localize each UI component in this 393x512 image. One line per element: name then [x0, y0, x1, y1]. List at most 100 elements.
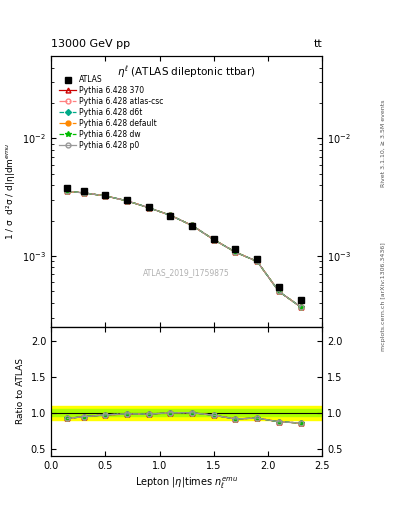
Text: tt: tt: [314, 38, 322, 49]
X-axis label: Lepton $|\eta|$times $n^{emu}_\ell$: Lepton $|\eta|$times $n^{emu}_\ell$: [135, 476, 238, 492]
Pythia 6.428 default: [277, 288, 281, 294]
Line: Pythia 6.428 d6t: Pythia 6.428 d6t: [65, 189, 303, 309]
Pythia 6.428 d6t: [168, 212, 173, 219]
Pythia 6.428 default: [298, 304, 303, 310]
Text: Rivet 3.1.10, ≥ 3.5M events: Rivet 3.1.10, ≥ 3.5M events: [381, 100, 386, 187]
Line: Pythia 6.428 default: Pythia 6.428 default: [65, 189, 303, 309]
Pythia 6.428 p0: [190, 222, 195, 228]
Pythia 6.428 default: [81, 190, 86, 196]
Pythia 6.428 p0: [103, 193, 108, 199]
Pythia 6.428 p0: [146, 205, 151, 211]
Pythia 6.428 dw: [168, 212, 173, 219]
Pythia 6.428 dw: [277, 288, 281, 294]
ATLAS: [190, 223, 195, 229]
Bar: [51, 409, 322, 416]
Pythia 6.428 default: [233, 249, 238, 255]
Text: 13000 GeV pp: 13000 GeV pp: [51, 38, 130, 49]
Pythia 6.428 dw: [255, 259, 259, 265]
Pythia 6.428 dw: [233, 249, 238, 255]
Pythia 6.428 atlas-csc: [211, 237, 216, 243]
Line: Pythia 6.428 atlas-csc: Pythia 6.428 atlas-csc: [65, 189, 303, 309]
Pythia 6.428 370: [298, 304, 303, 310]
Pythia 6.428 p0: [168, 212, 173, 219]
Pythia 6.428 d6t: [65, 188, 70, 195]
ATLAS: [298, 297, 303, 304]
Pythia 6.428 atlas-csc: [190, 222, 195, 228]
Pythia 6.428 atlas-csc: [81, 190, 86, 196]
Pythia 6.428 d6t: [233, 249, 238, 255]
Pythia 6.428 default: [103, 193, 108, 199]
Pythia 6.428 p0: [81, 190, 86, 196]
Text: ATLAS_2019_I1759875: ATLAS_2019_I1759875: [143, 268, 230, 277]
Pythia 6.428 atlas-csc: [125, 198, 129, 204]
Pythia 6.428 default: [65, 188, 70, 195]
ATLAS: [168, 213, 173, 219]
Pythia 6.428 d6t: [81, 190, 86, 196]
Pythia 6.428 370: [168, 212, 173, 219]
Pythia 6.428 370: [146, 205, 151, 211]
Line: ATLAS: ATLAS: [64, 185, 304, 304]
Pythia 6.428 default: [168, 212, 173, 219]
Text: mcplots.cern.ch [arXiv:1306.3436]: mcplots.cern.ch [arXiv:1306.3436]: [381, 243, 386, 351]
Pythia 6.428 default: [211, 237, 216, 243]
ATLAS: [103, 192, 108, 198]
Pythia 6.428 atlas-csc: [255, 259, 259, 265]
Pythia 6.428 dw: [211, 237, 216, 243]
Pythia 6.428 p0: [65, 188, 70, 195]
ATLAS: [211, 236, 216, 242]
Pythia 6.428 d6t: [298, 304, 303, 310]
ATLAS: [255, 255, 259, 262]
Pythia 6.428 default: [146, 205, 151, 211]
Pythia 6.428 370: [277, 288, 281, 294]
Pythia 6.428 dw: [125, 198, 129, 204]
Pythia 6.428 dw: [65, 188, 70, 195]
Pythia 6.428 d6t: [103, 193, 108, 199]
ATLAS: [146, 204, 151, 210]
Y-axis label: 1 / σ  d²σ / d|η|dm$^{emu}$: 1 / σ d²σ / d|η|dm$^{emu}$: [4, 143, 17, 240]
Pythia 6.428 d6t: [190, 222, 195, 228]
Pythia 6.428 d6t: [146, 205, 151, 211]
Pythia 6.428 atlas-csc: [298, 304, 303, 310]
Pythia 6.428 370: [81, 190, 86, 196]
Pythia 6.428 370: [211, 237, 216, 243]
Pythia 6.428 dw: [81, 190, 86, 196]
Pythia 6.428 atlas-csc: [277, 288, 281, 294]
ATLAS: [81, 187, 86, 194]
Pythia 6.428 atlas-csc: [233, 249, 238, 255]
Pythia 6.428 p0: [233, 249, 238, 255]
ATLAS: [125, 197, 129, 203]
Pythia 6.428 370: [125, 198, 129, 204]
Pythia 6.428 p0: [211, 237, 216, 243]
Pythia 6.428 dw: [103, 193, 108, 199]
Pythia 6.428 370: [233, 249, 238, 255]
Pythia 6.428 dw: [190, 222, 195, 228]
Line: Pythia 6.428 370: Pythia 6.428 370: [65, 189, 303, 309]
Pythia 6.428 370: [65, 188, 70, 195]
Pythia 6.428 p0: [125, 198, 129, 204]
Pythia 6.428 d6t: [211, 237, 216, 243]
Pythia 6.428 atlas-csc: [168, 212, 173, 219]
Pythia 6.428 p0: [255, 259, 259, 265]
Pythia 6.428 370: [103, 193, 108, 199]
Pythia 6.428 dw: [146, 205, 151, 211]
ATLAS: [65, 185, 70, 191]
Pythia 6.428 dw: [298, 304, 303, 310]
Bar: [51, 406, 322, 420]
Pythia 6.428 p0: [277, 288, 281, 294]
Text: $\eta^\ell$ (ATLAS dileptonic ttbar): $\eta^\ell$ (ATLAS dileptonic ttbar): [118, 65, 256, 80]
Pythia 6.428 atlas-csc: [103, 193, 108, 199]
Pythia 6.428 default: [190, 222, 195, 228]
Pythia 6.428 p0: [298, 304, 303, 310]
Pythia 6.428 d6t: [255, 259, 259, 265]
Legend: ATLAS, Pythia 6.428 370, Pythia 6.428 atlas-csc, Pythia 6.428 d6t, Pythia 6.428 : ATLAS, Pythia 6.428 370, Pythia 6.428 at…: [58, 74, 165, 151]
Y-axis label: Ratio to ATLAS: Ratio to ATLAS: [16, 358, 25, 424]
ATLAS: [277, 284, 281, 290]
Pythia 6.428 d6t: [125, 198, 129, 204]
Pythia 6.428 atlas-csc: [146, 205, 151, 211]
Pythia 6.428 370: [255, 259, 259, 265]
Pythia 6.428 d6t: [277, 288, 281, 294]
Pythia 6.428 default: [125, 198, 129, 204]
Pythia 6.428 default: [255, 259, 259, 265]
ATLAS: [233, 246, 238, 252]
Pythia 6.428 370: [190, 222, 195, 228]
